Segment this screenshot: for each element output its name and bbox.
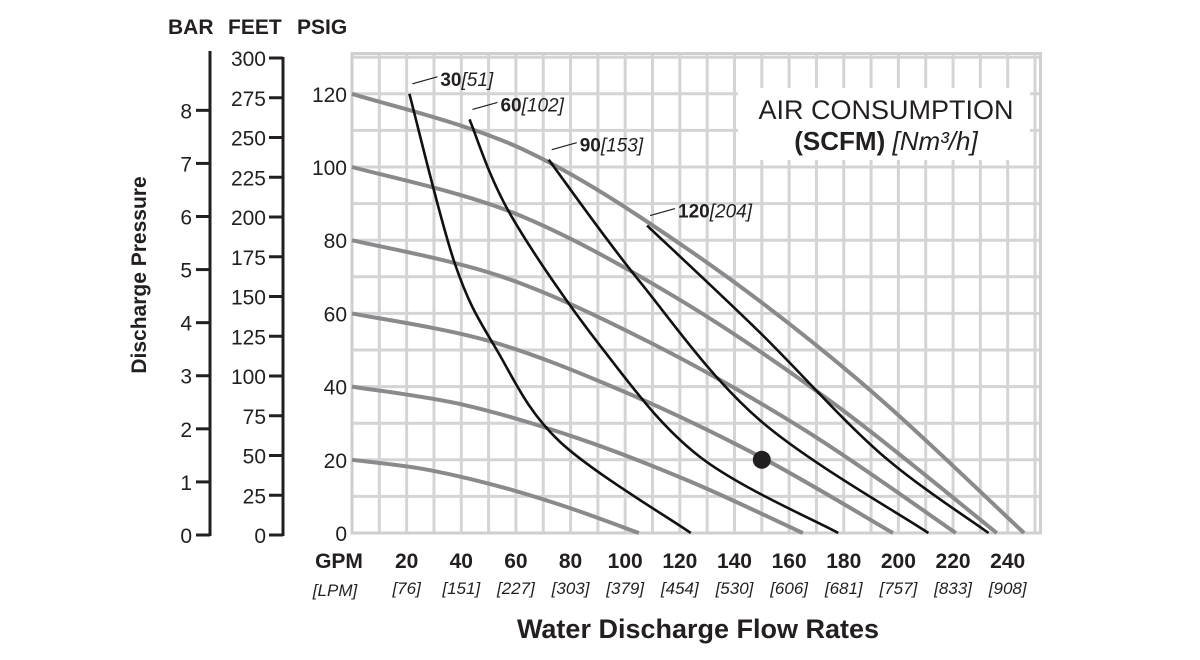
- feet-tick-label: 50: [243, 446, 266, 469]
- air-curve-label-leader: [412, 76, 438, 85]
- bar-tick-label: 3: [180, 366, 192, 389]
- gpm-tick-label: 240: [990, 550, 1025, 573]
- feet-tick-label: 200: [231, 207, 266, 230]
- bar-tick-label: 8: [180, 100, 192, 123]
- air-curve-label-leader: [649, 207, 676, 217]
- psig-tick-label: 120: [312, 84, 347, 107]
- lpm-tick-label: [454]: [660, 579, 700, 598]
- legend-units-scfm: (SCFM): [794, 126, 885, 156]
- x-unit-lpm: [LPM]: [312, 581, 359, 600]
- lpm-tick-label: [530]: [715, 579, 755, 598]
- lpm-tick-label: [757]: [878, 579, 918, 598]
- air-curve-120-scfm: [646, 224, 990, 535]
- gpm-tick-label: 40: [450, 550, 473, 573]
- feet-tick-label: 275: [231, 88, 266, 111]
- air-curve-nm3h: [204]: [709, 202, 753, 223]
- lpm-tick-label: [76]: [391, 579, 422, 598]
- gpm-tick-label: 100: [608, 550, 643, 573]
- gpm-tick-label: 180: [826, 550, 861, 573]
- psig-axis-header: PSIG: [297, 16, 347, 39]
- psig-tick-label: 0: [335, 523, 347, 546]
- bar-tick-label: 4: [180, 313, 192, 336]
- psig-tick-label: 80: [324, 230, 347, 253]
- air-curve-30-scfm: [408, 93, 692, 535]
- feet-tick-label: 125: [231, 326, 266, 349]
- x-axis-title: Water Discharge Flow Rates: [517, 614, 879, 644]
- air-curve-label-leader: [551, 142, 577, 151]
- lpm-tick-label: [151]: [441, 579, 481, 598]
- air-curve-label: 60[102]: [500, 95, 564, 116]
- feet-tick-label: 150: [231, 287, 266, 310]
- plot-frame: [350, 52, 1042, 535]
- feet-tick-label: 0: [254, 525, 266, 548]
- feet-tick-label: 250: [231, 128, 266, 151]
- legend-units: (SCFM) [Nm³/h]: [794, 126, 978, 156]
- gpm-tick-label: 160: [772, 550, 807, 573]
- lpm-tick-label: [833]: [933, 579, 973, 598]
- air-consumption-curves: 30[51] 60[102] 90[153] 120[204]: [408, 70, 990, 535]
- feet-axis-header: FEET: [228, 16, 282, 39]
- air-curve-nm3h: [51]: [461, 70, 494, 91]
- performance-curve-40-psig: [351, 384, 804, 535]
- lpm-tick-label: [681]: [824, 579, 864, 598]
- bar-tick-label: 0: [180, 525, 192, 548]
- performance-curve-20-psig: [351, 457, 640, 535]
- gpm-tick-label: 60: [504, 550, 527, 573]
- air-curve-nm3h: [153]: [600, 136, 644, 157]
- air-curve-label: 120[204]: [678, 202, 753, 223]
- performance-curve-100-psig: [351, 165, 998, 535]
- feet-tick-label: 175: [231, 247, 266, 270]
- air-curve-scfm: 90: [580, 136, 601, 157]
- operating-point-marker: [752, 450, 771, 469]
- legend: AIR CONSUMPTION (SCFM) [Nm³/h]: [738, 88, 1030, 160]
- air-curve-scfm: 120: [678, 202, 710, 223]
- bar-axis-header: BAR: [168, 16, 214, 39]
- psig-tick-label: 20: [324, 450, 347, 473]
- psig-tick-label: 100: [312, 157, 347, 180]
- gpm-tick-label: 120: [662, 550, 697, 573]
- air-curve-nm3h: [102]: [521, 95, 565, 116]
- feet-tick-label: 100: [231, 366, 266, 389]
- air-curve-scfm: 60: [500, 95, 521, 116]
- performance-curve-60-psig: [351, 311, 894, 535]
- air-curve-label: 90[153]: [580, 136, 644, 157]
- legend-background: [738, 88, 1030, 160]
- axes: BAR FEET PSIG Discharge Pressure GPM [LP…: [128, 16, 879, 644]
- bar-tick-label: 1: [180, 472, 192, 495]
- bar-tick-label: 6: [180, 206, 192, 229]
- gpm-tick-label: 80: [559, 550, 582, 573]
- psig-tick-label: 40: [324, 377, 347, 400]
- gpm-tick-label: 220: [936, 550, 971, 573]
- legend-units-nm3h: [Nm³/h]: [891, 126, 978, 156]
- feet-tick-label: 75: [243, 406, 266, 429]
- legend-title: AIR CONSUMPTION: [758, 95, 1013, 125]
- tick-labels: 0204060801001200255075100125150175200225…: [180, 48, 1028, 598]
- lpm-tick-label: [908]: [988, 579, 1028, 598]
- lpm-tick-label: [303]: [551, 579, 591, 598]
- air-curve-label: 30[51]: [440, 70, 494, 91]
- bar-tick-label: 7: [180, 153, 192, 176]
- y-axis-title: Discharge Pressure: [128, 176, 151, 373]
- gpm-tick-label: 200: [881, 550, 916, 573]
- lpm-tick-label: [379]: [605, 579, 645, 598]
- feet-tick-label: 225: [231, 167, 266, 190]
- feet-tick-label: 300: [231, 48, 266, 71]
- bar-tick-label: 5: [180, 260, 192, 283]
- gpm-tick-label: 20: [395, 550, 418, 573]
- marks: [752, 450, 771, 469]
- x-unit-gpm: GPM: [315, 550, 363, 573]
- air-curve-90-scfm: [547, 158, 930, 535]
- bar-tick-label: 2: [180, 419, 192, 442]
- air-curve-label-leader: [472, 101, 498, 110]
- lpm-tick-label: [606]: [769, 579, 809, 598]
- feet-tick-label: 25: [243, 485, 266, 508]
- psig-tick-label: 60: [324, 303, 347, 326]
- lpm-tick-label: [227]: [496, 579, 536, 598]
- gpm-tick-label: 140: [717, 550, 752, 573]
- air-curve-scfm: 30: [440, 70, 461, 91]
- air-curve-60-scfm: [468, 118, 839, 535]
- performance-curve-120-psig: [351, 91, 1026, 535]
